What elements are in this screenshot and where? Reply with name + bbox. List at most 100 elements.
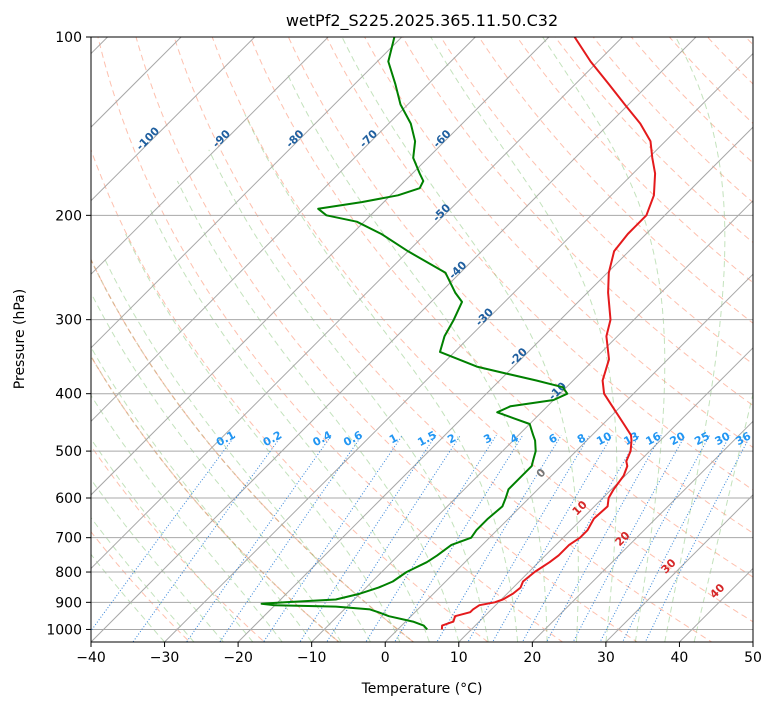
dry-adiabat (135, 37, 639, 642)
isotherm (679, 567, 753, 642)
mixing-ratio-line (492, 434, 613, 642)
x-tick-label: 40 (671, 650, 689, 666)
mixing-ratio-label: 10 (594, 429, 614, 448)
dry-adiabats (91, 37, 753, 642)
mixing-ratio-line (326, 434, 461, 642)
isobars (91, 37, 753, 630)
profile-series (260, 37, 657, 631)
moist-adiabat (91, 516, 195, 642)
moist-adiabat (208, 149, 489, 642)
mixing-ratio-label: 25 (692, 429, 712, 448)
moist-adiabat (664, 37, 726, 642)
dry-adiabat (516, 37, 753, 284)
dry-adiabat (554, 37, 753, 244)
isotherm-label: -40 (446, 258, 469, 281)
moist-adiabat (91, 478, 224, 642)
mixing-ratio-line (262, 434, 403, 642)
dry-adiabat (287, 37, 753, 534)
mixing-ratio-line (185, 434, 332, 642)
mixing-ratio-lines (91, 434, 752, 642)
dry-adiabat (440, 37, 753, 365)
mixing-ratio-line (394, 434, 524, 642)
dry-adiabat (402, 37, 753, 407)
dry-adiabat (91, 445, 265, 642)
isotherms (91, 37, 753, 642)
mixing-ratio-label: 16 (644, 429, 664, 448)
mixing-ratio-line (644, 434, 752, 642)
isotherm (91, 37, 329, 275)
x-tick-label: 20 (523, 650, 541, 666)
dry-adiabat (592, 37, 753, 204)
isotherm-label: -90 (210, 127, 233, 150)
mixing-ratio-label: 0.2 (261, 428, 284, 449)
isotherm-label: -100 (134, 124, 163, 153)
mixing-ratio-label: 1 (387, 431, 400, 446)
moist-adiabat (103, 256, 371, 642)
y-tick-label: 100 (55, 30, 82, 46)
temperature-profile-line (440, 37, 657, 630)
isotherm (752, 641, 753, 642)
dry-adiabat (478, 37, 753, 324)
isotherm-label: 40 (707, 581, 727, 601)
mixing-ratio-label: 8 (575, 431, 588, 446)
y-tick-label: 300 (55, 313, 82, 329)
moist-adiabat (693, 391, 753, 642)
x-tick-label: 50 (744, 650, 762, 666)
isotherm-label: -70 (357, 127, 380, 150)
isotherm (164, 52, 753, 642)
mixing-ratio-line (365, 434, 497, 642)
mixing-ratio-label: 6 (547, 431, 560, 446)
moist-adiabat (91, 394, 283, 642)
dry-adiabat (364, 37, 753, 449)
y-axis-ticks: 100 200 300 400 500 600 700 800 900 1000 (46, 30, 91, 638)
mixing-ratio-line (219, 434, 363, 642)
isotherm-label: 10 (570, 498, 590, 518)
moist-adiabat (176, 180, 460, 642)
dry-adiabat (91, 258, 415, 642)
y-axis-label: Pressure (hPa) (12, 289, 28, 389)
x-tick-label: −20 (223, 650, 253, 666)
dry-adiabat (91, 531, 191, 642)
isotherm (91, 37, 476, 423)
mixing-ratio-line (599, 434, 711, 642)
isotherm (91, 37, 697, 642)
dry-adiabat (630, 37, 753, 164)
y-tick-label: 200 (55, 208, 82, 224)
dry-adiabat (744, 37, 753, 46)
dry-adiabat (249, 37, 753, 578)
isotherm (384, 273, 753, 642)
moist-adiabat (244, 113, 519, 642)
mixing-ratio-line (299, 434, 437, 642)
mixing-ratio-line (546, 434, 662, 642)
moist-adiabat (91, 291, 342, 642)
moist-adiabat (91, 438, 254, 642)
chart-title: wetPf2_S225.2025.365.11.50.C32 (286, 11, 558, 31)
dry-adiabat (325, 37, 753, 491)
moist-adiabat (286, 72, 548, 642)
plot-area: 0.1 0.2 0.4 0.6 1 1.5 2 3 4 6 8 10 13 16 20 25 30 36-100-… (91, 37, 753, 642)
isotherm (91, 37, 256, 202)
x-axis-label: Temperature (°C) (361, 681, 483, 697)
y-tick-label: 1000 (46, 622, 82, 638)
y-tick-label: 700 (55, 531, 82, 547)
x-tick-label: −30 (150, 650, 180, 666)
isotherm (531, 420, 753, 642)
mixing-ratio-label: 36 (733, 429, 753, 448)
y-tick-label: 500 (55, 444, 82, 460)
dry-adiabat (91, 355, 340, 642)
y-tick-label: 900 (55, 595, 82, 611)
mixing-ratio-line (521, 434, 640, 642)
dry-adiabat (91, 258, 415, 642)
isotherm (237, 126, 753, 642)
isotherm-label: 30 (659, 556, 679, 576)
x-tick-label: −10 (297, 650, 327, 666)
isotherm (91, 37, 550, 496)
y-tick-label: 600 (55, 491, 82, 507)
mixing-ratio-label: 30 (713, 429, 733, 448)
mixing-ratio-line (91, 434, 236, 632)
dewpoint-profile-line (260, 37, 569, 631)
mixing-ratio-line (572, 434, 686, 642)
isotherm-label: -20 (507, 345, 530, 368)
x-tick-label: −40 (76, 650, 106, 666)
